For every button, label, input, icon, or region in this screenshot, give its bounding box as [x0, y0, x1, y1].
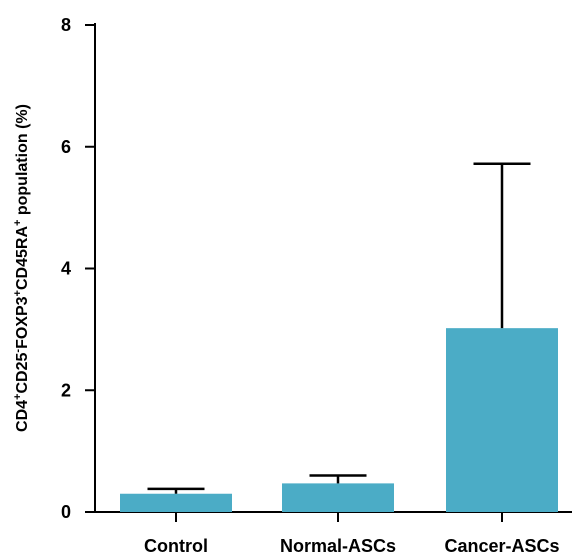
y-axis-title-segment: FOXP3: [14, 296, 31, 349]
bar: [446, 328, 558, 512]
y-tick-label: 6: [61, 137, 71, 157]
y-axis-title-superscript: +: [12, 220, 24, 226]
y-tick-label: 4: [61, 259, 71, 279]
y-axis-title-superscript: +: [12, 394, 24, 400]
x-category-label: Control: [144, 536, 208, 556]
y-tick-label: 8: [61, 15, 71, 35]
y-axis-title-segment: CD45RA: [14, 226, 31, 290]
category-labels: Control Normal-ASCs Cancer-ASCs: [144, 536, 560, 556]
error-bars: [147, 162, 531, 494]
y-axis-title-segment: population (%): [14, 104, 31, 220]
bars: [120, 328, 558, 512]
y-axis-title-segment: CD4: [14, 400, 31, 432]
y-tick-label: 2: [61, 380, 71, 400]
x-category-label: Normal-ASCs: [280, 536, 396, 556]
y-axis-title-superscript: +: [12, 290, 24, 296]
y-axis-title-text: CD4+CD25-FOXP3+CD45RA+ population (%): [12, 104, 31, 432]
bar: [282, 483, 394, 512]
y-axis-title-segment: CD25: [14, 353, 31, 394]
bar: [120, 493, 232, 512]
y-axis-title-superscript: -: [12, 349, 24, 353]
y-tick-label: 0: [61, 502, 71, 522]
x-category-label: Cancer-ASCs: [444, 536, 559, 556]
y-axis-title: CD4+CD25-FOXP3+CD45RA+ population (%): [12, 104, 31, 432]
